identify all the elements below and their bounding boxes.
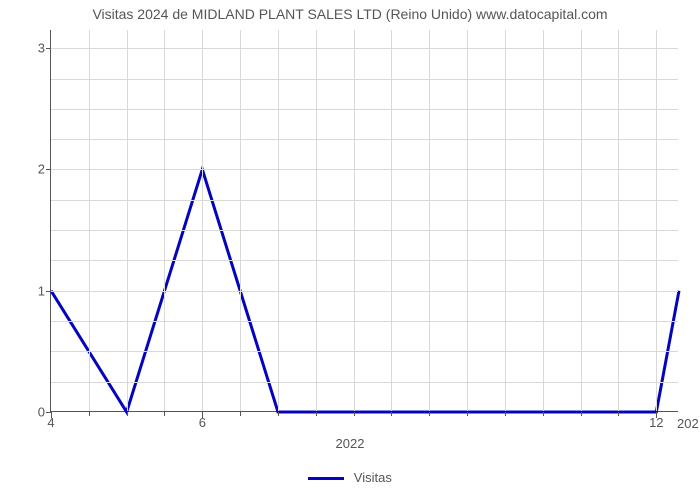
vgrid-line: [354, 30, 355, 411]
line-series: [51, 30, 679, 412]
vgrid-line: [240, 30, 241, 411]
x-tick: [89, 412, 90, 416]
x-tick-label-right: 202: [677, 416, 700, 431]
x-tick: [391, 412, 392, 416]
y-tick-label: 2: [15, 162, 51, 177]
hgrid-line: [51, 321, 678, 322]
hgrid-line: [51, 230, 678, 231]
chart-title: Visitas 2024 de MIDLAND PLANT SALES LTD …: [0, 6, 700, 22]
hgrid-line: [51, 109, 678, 110]
hgrid-line: [51, 79, 678, 80]
vgrid-line: [467, 30, 468, 411]
vgrid-line: [581, 30, 582, 411]
vgrid-line: [391, 30, 392, 411]
vgrid-line: [278, 30, 279, 411]
legend-swatch: [308, 477, 344, 480]
x-tick-label: 12: [649, 411, 663, 430]
x-tick: [354, 412, 355, 416]
x-tick: [278, 412, 279, 416]
hgrid-line: [51, 351, 678, 352]
y-tick-label: 3: [15, 41, 51, 56]
hgrid-line: [51, 200, 678, 201]
legend-label: Visitas: [354, 470, 392, 485]
hgrid-line: [51, 260, 678, 261]
vgrid-line: [543, 30, 544, 411]
x-tick-label: 6: [199, 411, 206, 430]
x-axis-title: 2022: [0, 436, 700, 451]
hgrid-line: [51, 48, 678, 49]
x-tick: [505, 412, 506, 416]
vgrid-line: [316, 30, 317, 411]
y-tick-label: 0: [15, 405, 51, 420]
x-tick: [164, 412, 165, 416]
y-tick-label: 1: [15, 283, 51, 298]
vgrid-line: [127, 30, 128, 411]
x-tick: [316, 412, 317, 416]
x-tick: [127, 412, 128, 416]
x-tick: [467, 412, 468, 416]
vgrid-line: [656, 30, 657, 411]
vgrid-line: [505, 30, 506, 411]
x-tick: [543, 412, 544, 416]
vgrid-line: [429, 30, 430, 411]
vgrid-line: [164, 30, 165, 411]
hgrid-line: [51, 382, 678, 383]
vgrid-line: [618, 30, 619, 411]
x-tick: [240, 412, 241, 416]
x-tick: [581, 412, 582, 416]
legend: Visitas: [0, 470, 700, 485]
plot-area: 01234612202: [50, 30, 678, 412]
x-tick: [618, 412, 619, 416]
hgrid-line: [51, 291, 678, 292]
x-tick-label: 4: [47, 411, 54, 430]
hgrid-line: [51, 169, 678, 170]
vgrid-line: [89, 30, 90, 411]
hgrid-line: [51, 139, 678, 140]
x-tick: [429, 412, 430, 416]
vgrid-line: [202, 30, 203, 411]
